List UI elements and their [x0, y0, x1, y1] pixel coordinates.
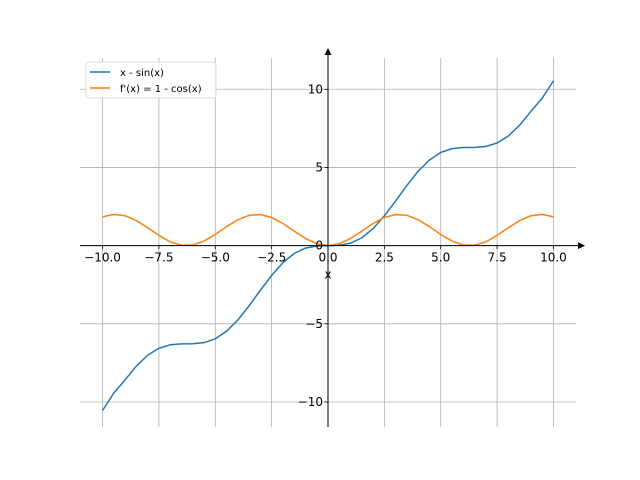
x-tick-label-6: 5.0	[431, 251, 450, 265]
y-tick-label-0: −10	[298, 395, 323, 409]
x-tick-label-1: −7.5	[144, 251, 173, 265]
x-tick-label-8: 10.0	[540, 251, 567, 265]
x-axis-arrow	[578, 242, 585, 250]
x-tick-label-4: 0.0	[318, 251, 337, 265]
x-tick-label-7: 7.5	[488, 251, 507, 265]
y-tick-label-2: 0	[315, 239, 323, 253]
axes	[80, 48, 585, 427]
legend: x - sin(x) f'(x) = 1 - cos(x)	[85, 61, 217, 99]
x-tick-label-5: 2.5	[375, 251, 394, 265]
y-tick-label-1: −5	[305, 317, 323, 331]
y-tick-label-3: 5	[315, 160, 323, 174]
legend-label-x-minus-sin: x - sin(x)	[120, 68, 164, 79]
x-tick-label-0: −10.0	[84, 251, 121, 265]
y-axis-arrow	[324, 48, 332, 55]
x-tick-label-3: −2.5	[257, 251, 286, 265]
x-tick-label-2: −5.0	[201, 251, 230, 265]
legend-box	[85, 61, 217, 99]
y-tick-label-4: 10	[308, 82, 323, 96]
legend-label-derivative: f'(x) = 1 - cos(x)	[120, 84, 202, 95]
ticks: −10.0 −7.5 −5.0 −2.5 0.0 2.5 5.0 7.5 10.0 −10 −5 0 5…	[84, 82, 567, 409]
x-axis-title: x	[324, 268, 331, 282]
